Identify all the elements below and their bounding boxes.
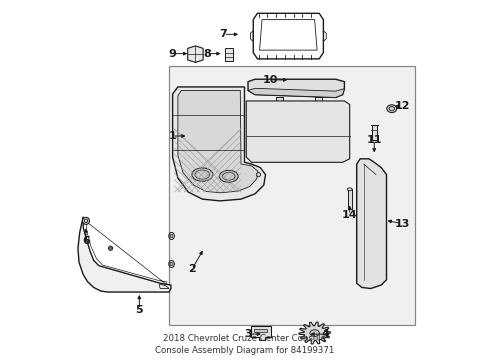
Polygon shape xyxy=(356,159,386,288)
Polygon shape xyxy=(314,98,321,104)
Polygon shape xyxy=(254,329,267,332)
Polygon shape xyxy=(178,90,257,193)
Bar xyxy=(169,66,414,325)
Polygon shape xyxy=(371,125,376,140)
Text: 4: 4 xyxy=(321,329,328,339)
Text: 13: 13 xyxy=(394,219,409,229)
Text: 2018 Chevrolet Cruze Center Console
Console Assembly Diagram for 84199371: 2018 Chevrolet Cruze Center Console Cons… xyxy=(155,334,333,355)
Ellipse shape xyxy=(109,247,111,249)
Ellipse shape xyxy=(219,170,238,182)
Polygon shape xyxy=(78,217,170,292)
Text: 8: 8 xyxy=(203,49,211,59)
Text: 12: 12 xyxy=(394,101,409,111)
Text: 14: 14 xyxy=(341,210,357,220)
Ellipse shape xyxy=(256,172,260,177)
Polygon shape xyxy=(224,48,232,61)
Text: 7: 7 xyxy=(219,29,227,39)
Ellipse shape xyxy=(346,188,351,191)
Text: 5: 5 xyxy=(135,305,143,315)
Polygon shape xyxy=(246,101,349,162)
Polygon shape xyxy=(347,189,351,209)
Ellipse shape xyxy=(84,219,87,222)
Text: 6: 6 xyxy=(82,236,90,246)
Ellipse shape xyxy=(388,107,394,111)
Text: 2: 2 xyxy=(188,264,195,274)
Ellipse shape xyxy=(191,168,212,181)
Polygon shape xyxy=(247,88,344,98)
Ellipse shape xyxy=(170,234,173,238)
Text: 11: 11 xyxy=(366,135,381,144)
Ellipse shape xyxy=(309,330,319,336)
Polygon shape xyxy=(187,46,203,62)
Ellipse shape xyxy=(386,105,396,113)
Text: 3: 3 xyxy=(244,329,251,339)
Polygon shape xyxy=(298,322,330,344)
Text: 10: 10 xyxy=(263,75,278,85)
Polygon shape xyxy=(247,79,344,98)
Text: 9: 9 xyxy=(168,49,176,59)
Ellipse shape xyxy=(82,217,89,224)
Polygon shape xyxy=(172,87,265,201)
Text: 1: 1 xyxy=(168,131,176,141)
Polygon shape xyxy=(250,326,270,340)
Ellipse shape xyxy=(170,262,173,266)
Polygon shape xyxy=(276,98,283,104)
